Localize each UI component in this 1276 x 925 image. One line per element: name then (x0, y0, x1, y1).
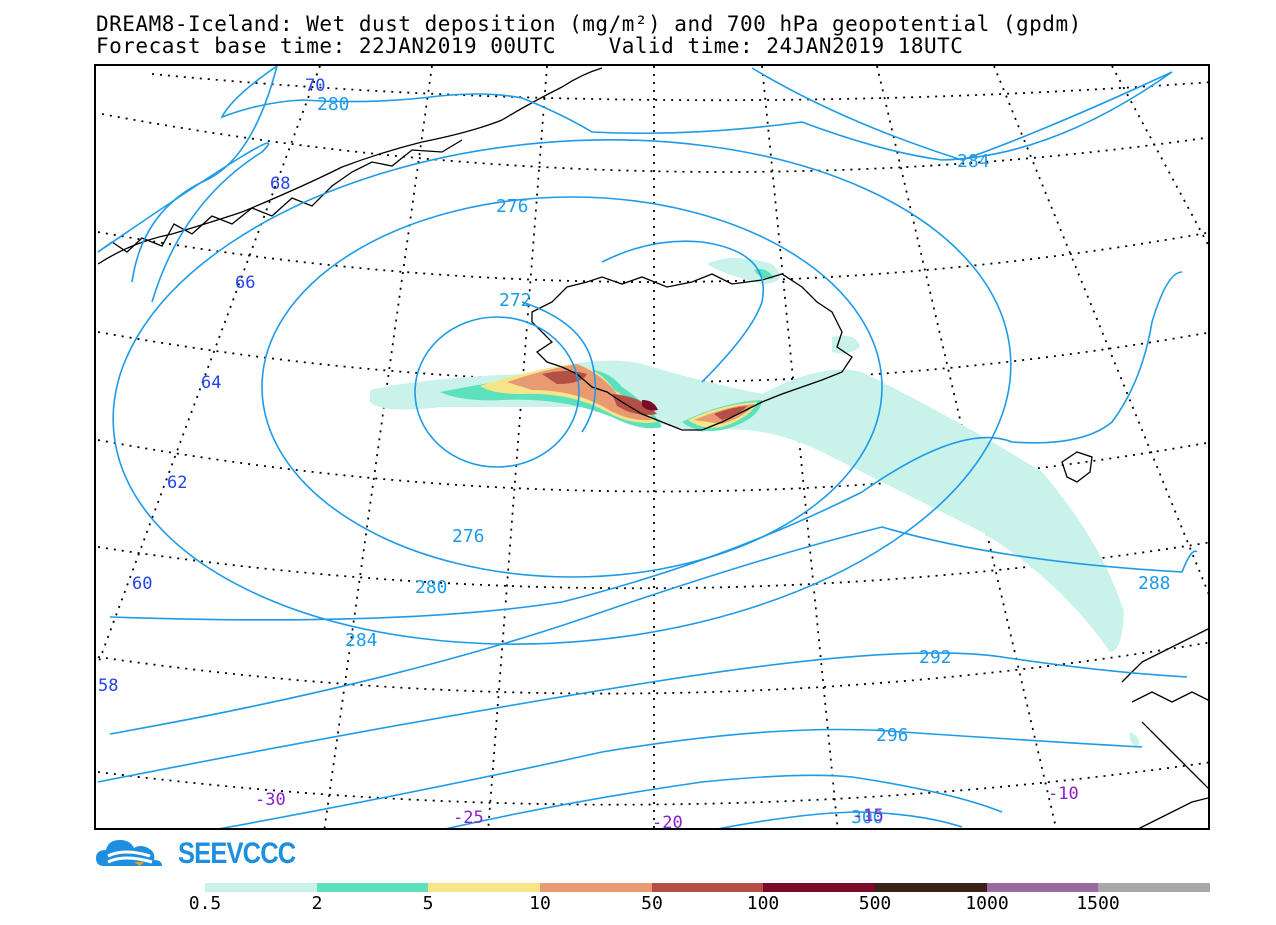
legend-swatch (540, 883, 652, 892)
map-panel: 280 284 276 272 276 280 284 288 292 296 … (94, 64, 1210, 830)
meridian-line (487, 66, 548, 828)
legend-label: 100 (746, 893, 780, 914)
latitude-label: 66 (235, 273, 255, 293)
legend-swatch (316, 883, 429, 892)
longitude-label: -30 (255, 790, 286, 810)
legend-colorbar (205, 883, 1211, 892)
contour-ring-276 (261, 196, 883, 578)
longitude-label: -25 (453, 808, 484, 828)
graticule-parallels (97, 73, 1208, 806)
contour-label: 296 (876, 725, 909, 746)
latitude-labels: 70 68 66 64 62 60 58 (98, 76, 325, 696)
latitude-label: 60 (132, 574, 152, 594)
contour-label: 280 (317, 94, 350, 115)
contour-label: 284 (957, 151, 990, 172)
logo-text: SEEVCCC (178, 837, 296, 870)
meridian-line (323, 66, 433, 828)
legend-label: 50 (641, 893, 663, 914)
contour-line-284 (109, 271, 1183, 621)
geopotential-contours (97, 66, 1198, 828)
greenland-coast-detail (97, 139, 463, 253)
contour-labels: 280 284 276 272 276 280 284 288 292 296 … (317, 94, 1171, 828)
contour-label: 284 (345, 630, 378, 651)
longitude-label: -10 (1048, 784, 1079, 804)
latitude-label: 70 (305, 76, 325, 96)
legend-swatch (763, 883, 876, 892)
longitude-label: -15 (853, 806, 884, 826)
legend-swatch (875, 883, 987, 892)
contour-line-300-b (718, 811, 963, 828)
contour-line-284-top (751, 67, 1173, 161)
contour-ring-272 (414, 316, 580, 468)
contour-ring-280 (112, 139, 1012, 645)
scandinavia-coast (1121, 628, 1208, 828)
legend-label: 500 (858, 893, 892, 914)
graticule-meridians (97, 66, 1208, 828)
faroe-islands (1061, 451, 1093, 483)
contour-line-288 (109, 526, 1198, 735)
contour-label: 288 (1138, 573, 1171, 594)
contour-label: 276 (496, 196, 529, 217)
seevccc-logo: SEEVCCC (94, 836, 316, 872)
contour-line-300 (445, 774, 1003, 828)
contour-label: 300 (851, 807, 884, 828)
cloud-logo-icon (96, 840, 162, 866)
legend-label: 2 (311, 893, 323, 914)
latitude-label: 58 (98, 676, 118, 696)
legend-label: 5 (422, 893, 434, 914)
contour-label: 272 (499, 290, 532, 311)
legend-label: 10 (529, 893, 551, 914)
longitude-labels: -30 -25 -20 -15 -10 (255, 784, 1079, 830)
latitude-label: 64 (201, 373, 221, 393)
legend-label: 1000 (965, 893, 1009, 914)
legend-swatch (651, 883, 764, 892)
contour-label: 280 (415, 577, 448, 598)
contour-line-292 (97, 652, 1188, 783)
longitude-label: -20 (652, 813, 683, 830)
meridian-line (1111, 66, 1208, 247)
legend-swatch (986, 883, 1099, 892)
contour-line-276-east (601, 240, 764, 383)
meridian-line (761, 66, 839, 828)
meridian-line (993, 66, 1208, 595)
legend-swatch (428, 883, 541, 892)
latitude-label: 62 (167, 473, 187, 493)
legend-swatch (205, 883, 317, 892)
contour-line-280 (220, 66, 1173, 161)
chart-title: DREAM8-Iceland: Wet dust deposition (mg/… (96, 12, 1082, 36)
legend-label: 0.5 (188, 893, 222, 914)
greenland-coast (97, 67, 603, 265)
legend-label: 1500 (1076, 893, 1120, 914)
chart-subtitle-times: Forecast base time: 22JAN2019 00UTC Vali… (96, 34, 964, 58)
contour-label: 292 (919, 647, 952, 668)
iceland-coast (531, 273, 853, 431)
contour-label: 276 (452, 526, 485, 547)
contour-line-280-west (131, 66, 278, 283)
contour-line-296 (219, 728, 1143, 828)
latitude-label: 68 (270, 174, 290, 194)
contour-line-272-inner (521, 301, 597, 433)
dust-deposition-field (370, 258, 1139, 747)
legend-swatch (1098, 883, 1211, 892)
